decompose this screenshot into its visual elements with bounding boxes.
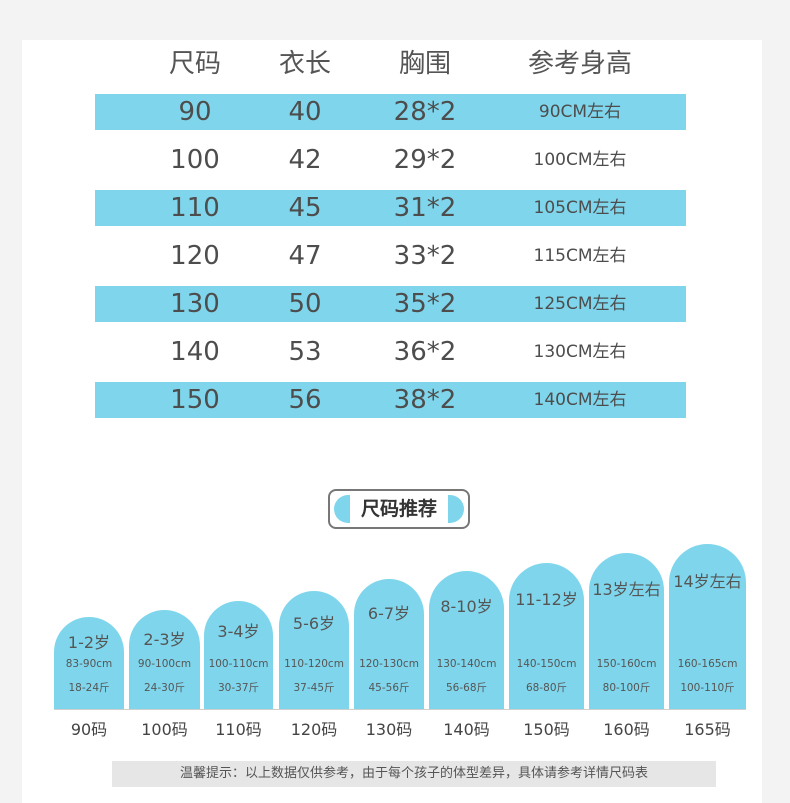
cell-height: 105CM左右: [533, 198, 627, 218]
arch-age: 13岁左右: [592, 580, 661, 599]
arch-weight: 24-30斤: [143, 682, 185, 694]
table-row: 120 47 33*2 115CM左右: [95, 238, 686, 274]
arch-age: 3-4岁: [217, 622, 260, 641]
arch-height: 83-90cm: [65, 658, 113, 670]
size-label: 130码: [365, 720, 413, 739]
cell-size: 140: [170, 337, 220, 367]
badge-cap-right: [448, 495, 464, 523]
header-size: 尺码: [168, 49, 221, 79]
header-height: 参考身高: [527, 49, 632, 79]
cell-height: 125CM左右: [533, 294, 627, 314]
cell-length: 50: [288, 289, 322, 319]
size-label: 150码: [523, 720, 570, 739]
size-label: 110码: [215, 720, 262, 739]
header-length: 衣长: [278, 49, 331, 79]
cell-chest: 31*2: [393, 193, 457, 223]
cell-size: 110: [170, 193, 220, 223]
cell-size: 120: [170, 241, 220, 271]
cell-length: 45: [288, 193, 322, 223]
cell-size: 150: [170, 385, 220, 415]
recommend-title-badge: 尺码推荐: [328, 489, 470, 529]
badge-cap-left: [334, 495, 350, 523]
arch-weight: 68-80斤: [525, 682, 567, 694]
size-label: 140码: [443, 720, 490, 739]
arch-weight: 100-110斤: [680, 682, 735, 694]
cell-chest: 33*2: [393, 241, 457, 271]
table-row: 140 53 36*2 130CM左右: [95, 334, 686, 370]
recommend-title: 尺码推荐: [360, 498, 437, 520]
age-arch: 11-12岁 140-150cm 68-80斤: [509, 563, 584, 709]
cell-size: 100: [170, 145, 220, 175]
arch-weight: 56-68斤: [445, 682, 487, 694]
cell-chest: 29*2: [393, 145, 457, 175]
cell-length: 47: [288, 241, 322, 271]
table-row: 150 56 38*2 140CM左右: [95, 382, 686, 418]
arch-height: 120-130cm: [359, 658, 419, 670]
arch-weight: 80-100斤: [602, 682, 651, 694]
arch-age: 5-6岁: [292, 614, 336, 633]
cell-size: 90: [178, 97, 212, 127]
arch-baseline: [54, 709, 746, 710]
age-arch: 13岁左右 150-160cm 80-100斤: [589, 553, 664, 709]
cell-chest: 38*2: [393, 385, 457, 415]
table-row: 100 42 29*2 100CM左右: [95, 142, 686, 178]
header-chest: 胸围: [398, 49, 451, 79]
arch-age: 6-7岁: [367, 604, 411, 623]
cell-length: 53: [288, 337, 322, 367]
arch-weight: 30-37斤: [217, 682, 259, 694]
size-label: 100码: [141, 720, 188, 739]
arch-height: 140-150cm: [516, 658, 577, 670]
cell-height: 130CM左右: [533, 342, 627, 362]
arch-height: 90-100cm: [137, 658, 192, 670]
size-label: 165码: [684, 720, 731, 739]
cell-chest: 28*2: [393, 97, 457, 127]
size-label: 90码: [70, 720, 108, 739]
cell-height: 115CM左右: [533, 246, 627, 266]
cell-chest: 35*2: [393, 289, 457, 319]
arch-age: 11-12岁: [515, 590, 578, 609]
arch-height: 150-160cm: [596, 658, 657, 670]
cell-length: 42: [288, 145, 322, 175]
cell-length: 56: [288, 385, 322, 415]
arch-age: 1-2岁: [67, 633, 111, 652]
age-arch: 3-4岁 100-110cm 30-37斤: [204, 601, 273, 709]
arch-age: 14岁左右: [673, 572, 742, 591]
arch-weight: 37-45斤: [293, 682, 335, 694]
arch-age: 2-3岁: [143, 630, 186, 649]
arch-height: 160-165cm: [677, 658, 738, 670]
cell-chest: 36*2: [393, 337, 457, 367]
arch-weight: 18-24斤: [68, 682, 110, 694]
cell-height: 140CM左右: [533, 390, 627, 410]
age-arch: 14岁左右 160-165cm 100-110斤: [669, 544, 746, 709]
age-arch: 5-6岁 110-120cm 37-45斤: [279, 591, 349, 709]
age-arch: 6-7岁 120-130cm 45-56斤: [354, 579, 424, 709]
age-arch: 1-2岁 83-90cm 18-24斤: [54, 617, 124, 709]
arch-weight: 45-56斤: [368, 682, 410, 694]
table-row: 90 40 28*2 90CM左右: [95, 94, 686, 130]
arch-height: 110-120cm: [284, 658, 344, 670]
size-label: 160码: [603, 720, 650, 739]
arch-height: 100-110cm: [208, 658, 269, 670]
age-arch: 2-3岁 90-100cm 24-30斤: [129, 610, 200, 709]
arch-height: 130-140cm: [436, 658, 497, 670]
size-table-header: 尺码 衣长 胸围 参考身高: [95, 46, 686, 82]
age-arch: 8-10岁 130-140cm 56-68斤: [429, 571, 504, 709]
tip-note: 温馨提示：以上数据仅供参考，由于每个孩子的体型差异，具体请参考详情尺码表: [112, 761, 716, 787]
cell-length: 40: [288, 97, 322, 127]
cell-height: 90CM左右: [538, 102, 622, 122]
arch-age: 8-10岁: [440, 597, 493, 616]
size-label: 120码: [290, 720, 338, 739]
cell-size: 130: [170, 289, 220, 319]
cell-height: 100CM左右: [533, 150, 627, 170]
table-row: 130 50 35*2 125CM左右: [95, 286, 686, 322]
table-row: 110 45 31*2 105CM左右: [95, 190, 686, 226]
